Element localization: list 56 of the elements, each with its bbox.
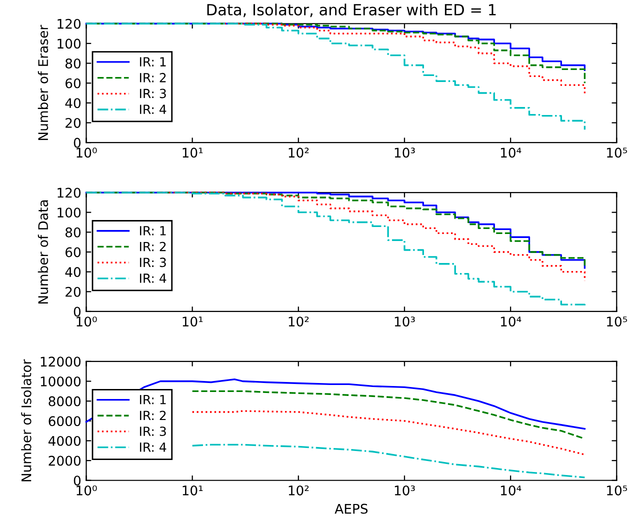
y-axis-title: Number of Eraser xyxy=(38,24,48,140)
x-tick-label: 10⁰ xyxy=(76,485,97,496)
legend-label: IR: 2 xyxy=(140,72,166,82)
y-tick-label: 20 xyxy=(66,286,81,297)
y-tick-label: 120 xyxy=(58,188,81,198)
y-tick-label: 100 xyxy=(58,208,81,218)
y-tick-label: 40 xyxy=(65,98,81,108)
y-tick-label: 0 xyxy=(74,138,81,148)
y-tick-label: 8000 xyxy=(48,396,81,406)
x-axis-title: AEPS xyxy=(334,504,368,514)
y-tick-label: 0 xyxy=(74,306,81,317)
x-tick-label: 10⁵ xyxy=(607,148,628,158)
x-tick-label: 10¹ xyxy=(182,316,203,327)
legend-label: IR: 1 xyxy=(140,57,166,66)
legend-label: IR: 1 xyxy=(140,226,166,236)
legend-label: IR: 2 xyxy=(140,242,166,252)
legend-label: IR: 4 xyxy=(140,104,166,114)
legend-label: IR: 3 xyxy=(140,426,166,436)
y-tick-label: 12000 xyxy=(40,356,81,367)
legend-label: IR: 4 xyxy=(140,274,166,283)
x-tick-label: 10⁴ xyxy=(500,148,522,158)
y-axis-title: Number of Isolator xyxy=(21,359,32,482)
y-tick-label: 20 xyxy=(66,118,81,128)
y-tick-label: 80 xyxy=(66,58,81,68)
y-tick-label: 40 xyxy=(65,267,81,278)
y-tick-label: 60 xyxy=(66,247,81,258)
y-tick-label: 80 xyxy=(66,227,81,238)
y-tick-label: 100 xyxy=(58,38,81,49)
legend-label: IR: 3 xyxy=(140,258,166,268)
x-tick-label: 10⁴ xyxy=(500,485,522,496)
y-axis-title: Number of Data xyxy=(38,200,48,304)
x-tick-label: 10² xyxy=(288,148,309,158)
legend-label: IR: 3 xyxy=(140,88,166,98)
legend-label: IR: 4 xyxy=(140,442,166,452)
x-tick-label: 10¹ xyxy=(182,148,203,158)
x-tick-label: 10² xyxy=(288,485,309,496)
x-tick-label: 10⁵ xyxy=(607,316,628,327)
x-tick-label: 10⁰ xyxy=(76,148,97,158)
x-tick-label: 10³ xyxy=(394,316,415,327)
chart-title: Data, Isolator, and Eraser with ED = 1 xyxy=(207,4,496,18)
y-tick-label: 10000 xyxy=(40,376,81,386)
y-tick-label: 2000 xyxy=(48,456,81,466)
legend-label: IR: 2 xyxy=(140,410,166,420)
y-tick-label: 4000 xyxy=(48,436,81,446)
y-tick-label: 6000 xyxy=(48,416,81,426)
x-tick-label: 10² xyxy=(288,316,309,327)
x-tick-label: 10⁵ xyxy=(607,485,628,496)
x-tick-label: 10¹ xyxy=(182,485,203,496)
y-tick-label: 0 xyxy=(74,476,81,486)
y-tick-label: 120 xyxy=(58,18,81,29)
x-tick-label: 10³ xyxy=(394,148,415,158)
x-tick-label: 10³ xyxy=(394,485,415,496)
legend-label: IR: 1 xyxy=(140,395,166,404)
x-tick-label: 10⁰ xyxy=(76,316,97,327)
x-tick-label: 10⁴ xyxy=(500,316,522,327)
y-tick-label: 60 xyxy=(66,78,81,88)
